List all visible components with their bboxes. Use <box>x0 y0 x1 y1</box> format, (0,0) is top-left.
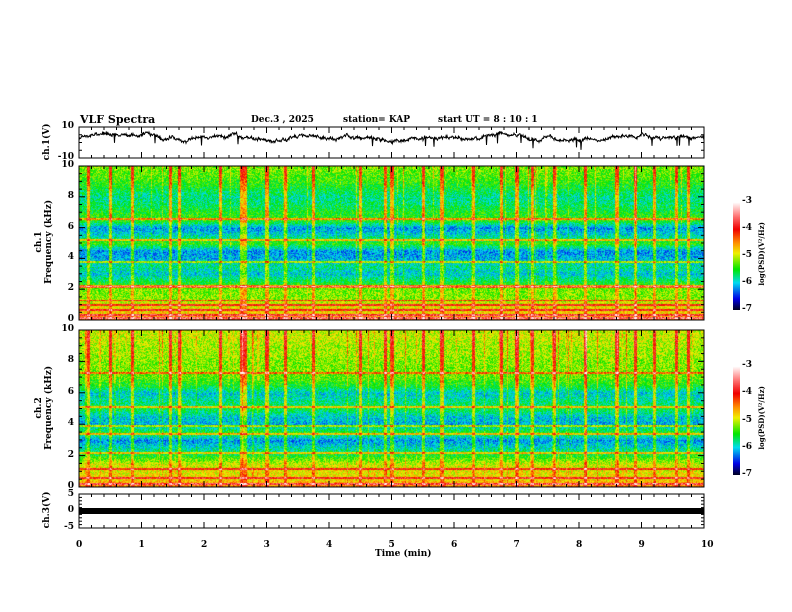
x-tick-label: 0 <box>76 540 83 550</box>
x-tick-label: 1 <box>138 540 145 550</box>
colorbar-tick-label: -3 <box>742 196 752 206</box>
colorbar-tick-label: -6 <box>742 277 752 287</box>
ch1-freq-ytick: 0 <box>67 314 74 324</box>
x-tick-label: 7 <box>513 540 520 550</box>
ch1-freq-ytick: 4 <box>67 252 74 263</box>
x-tick-label: 8 <box>576 540 583 550</box>
ch1-ytick: -10 <box>57 152 74 162</box>
ch1-freq-ytick: 6 <box>67 221 74 232</box>
ch2-freq-ylabel: ch.2 Frequency (kHz) <box>34 353 55 463</box>
colorbar-tick-label: -5 <box>742 250 752 260</box>
ch3-waveform-band <box>79 508 704 514</box>
station-label: station= KAP <box>343 115 411 125</box>
ch2-spectrogram <box>79 330 704 487</box>
ch2-freq-ytick: 8 <box>67 355 74 366</box>
colorbar-tick-label: -7 <box>742 304 752 314</box>
ch3-ytick: 5 <box>67 489 74 499</box>
panel-frame-1 <box>78 165 705 321</box>
figure-title: VLF Spectra <box>80 113 156 126</box>
x-tick-label: 10 <box>701 540 714 550</box>
colorbar-tick-label: -7 <box>742 469 752 479</box>
colorbar-ch2 <box>733 366 740 475</box>
ch1-freq-ytick: 8 <box>67 190 74 201</box>
ch1-waveform-line <box>78 130 705 150</box>
ch3-ytick: -5 <box>64 522 74 532</box>
ch2-freq-ytick: 0 <box>67 481 74 491</box>
colorbar-tick-label: -4 <box>742 223 752 233</box>
x-axis-label: Time (min) <box>375 549 432 559</box>
date-label: Dec.3 , 2025 <box>251 115 314 125</box>
x-tick-label: 4 <box>326 540 333 550</box>
ch1-ylabel-bottom: Frequency (kHz) <box>44 199 54 284</box>
ch2-ylabel-bottom: Frequency (kHz) <box>44 365 54 450</box>
colorbar-tick-label: -5 <box>742 414 752 425</box>
colorbar-ch1 <box>733 202 740 310</box>
x-tick-label: 5 <box>388 540 395 550</box>
colorbar-label-1: log(PSD)(V²/Hz) <box>757 222 767 286</box>
panel-frame-2 <box>78 329 705 488</box>
ch1-freq-ytick: 10 <box>61 160 74 170</box>
ch2-freq-ytick: 6 <box>67 386 74 397</box>
colorbar-label-2: log(PSD)(V²/Hz) <box>757 386 767 450</box>
ch2-freq-ytick: 4 <box>67 418 74 429</box>
x-tick-label: 3 <box>263 540 270 550</box>
ch1-freq-ylabel: ch.1 Frequency (kHz) <box>34 187 55 297</box>
ch1-spectrogram <box>79 166 704 320</box>
colorbar-tick-label: -3 <box>742 360 752 370</box>
x-tick-label: 2 <box>201 540 208 550</box>
x-tick-label: 6 <box>451 540 458 550</box>
ch3-ytick: 0 <box>67 505 74 515</box>
x-tick-label: 9 <box>638 540 645 550</box>
start-time-label: start UT = 8 : 10 : 1 <box>438 115 538 125</box>
colorbar-tick-label: -4 <box>742 387 752 398</box>
ch2-freq-ytick: 2 <box>67 449 74 460</box>
ch1-freq-ytick: 2 <box>67 283 74 294</box>
colorbar-tick-label: -6 <box>742 441 752 452</box>
ch1-ytick: 10 <box>61 121 74 131</box>
ch2-freq-ytick: 10 <box>61 324 74 334</box>
